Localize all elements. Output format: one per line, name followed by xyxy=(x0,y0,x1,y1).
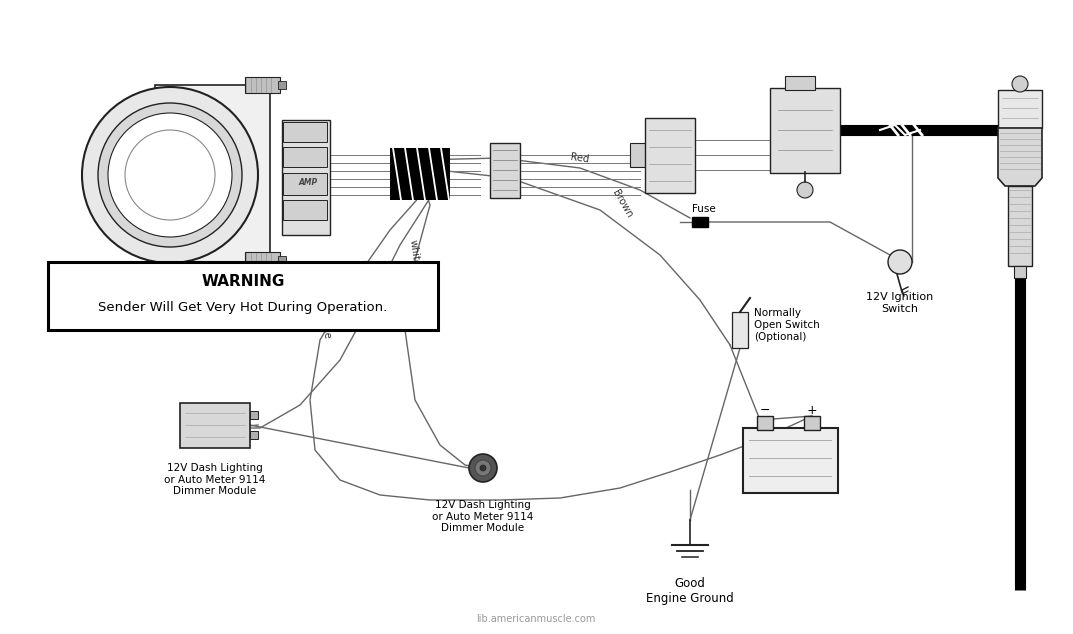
Polygon shape xyxy=(998,128,1042,186)
Bar xyxy=(785,76,815,90)
Text: Good
Engine Ground: Good Engine Ground xyxy=(646,577,734,605)
Bar xyxy=(1014,266,1026,278)
Bar xyxy=(490,143,520,198)
Circle shape xyxy=(475,460,491,476)
Bar xyxy=(155,85,270,270)
Bar xyxy=(250,431,258,439)
Bar xyxy=(48,262,438,330)
Text: Red: Red xyxy=(570,153,590,165)
Bar xyxy=(645,118,695,193)
Bar xyxy=(245,252,280,268)
Text: Fuse: Fuse xyxy=(692,204,716,214)
Bar xyxy=(283,147,327,167)
Circle shape xyxy=(480,465,486,471)
Text: WARNING: WARNING xyxy=(202,275,284,290)
Bar xyxy=(732,312,748,348)
Text: +: + xyxy=(807,403,818,417)
Circle shape xyxy=(108,113,232,237)
Bar xyxy=(743,428,838,493)
Bar xyxy=(804,416,820,430)
Bar xyxy=(998,90,1042,128)
Text: white: white xyxy=(408,239,422,267)
Bar xyxy=(630,143,648,167)
Bar xyxy=(389,148,450,200)
Circle shape xyxy=(888,250,912,274)
Bar xyxy=(245,77,280,93)
Text: Brown: Brown xyxy=(609,188,634,220)
Bar xyxy=(283,200,327,220)
Bar xyxy=(283,173,327,195)
Text: Blue: Blue xyxy=(318,317,332,340)
Text: Sender Will Get Very Hot During Operation.: Sender Will Get Very Hot During Operatio… xyxy=(99,302,387,314)
Bar xyxy=(278,256,286,264)
Text: 12V Ignition
Switch: 12V Ignition Switch xyxy=(866,292,934,314)
Text: 12V Dash Lighting
or Auto Meter 9114
Dimmer Module: 12V Dash Lighting or Auto Meter 9114 Dim… xyxy=(164,463,266,496)
Bar xyxy=(770,88,840,173)
Text: Black: Black xyxy=(348,294,367,322)
Circle shape xyxy=(98,103,242,247)
Text: AMP: AMP xyxy=(298,178,318,187)
Text: lib.americanmuscle.com: lib.americanmuscle.com xyxy=(476,614,596,624)
Bar xyxy=(250,411,258,419)
Text: 12V Dash Lighting
or Auto Meter 9114
Dimmer Module: 12V Dash Lighting or Auto Meter 9114 Dim… xyxy=(432,500,533,533)
Bar xyxy=(180,403,250,448)
Text: Normally
Open Switch
(Optional): Normally Open Switch (Optional) xyxy=(754,308,820,342)
Bar xyxy=(1008,186,1032,266)
Bar xyxy=(756,416,773,430)
Bar xyxy=(1016,126,1024,138)
Circle shape xyxy=(1012,76,1028,92)
Circle shape xyxy=(469,454,497,482)
Bar xyxy=(278,81,286,89)
Bar xyxy=(692,217,708,227)
Circle shape xyxy=(82,87,258,263)
Bar xyxy=(283,122,327,142)
Circle shape xyxy=(797,182,813,198)
Text: −: − xyxy=(760,403,770,417)
Bar xyxy=(282,120,330,235)
